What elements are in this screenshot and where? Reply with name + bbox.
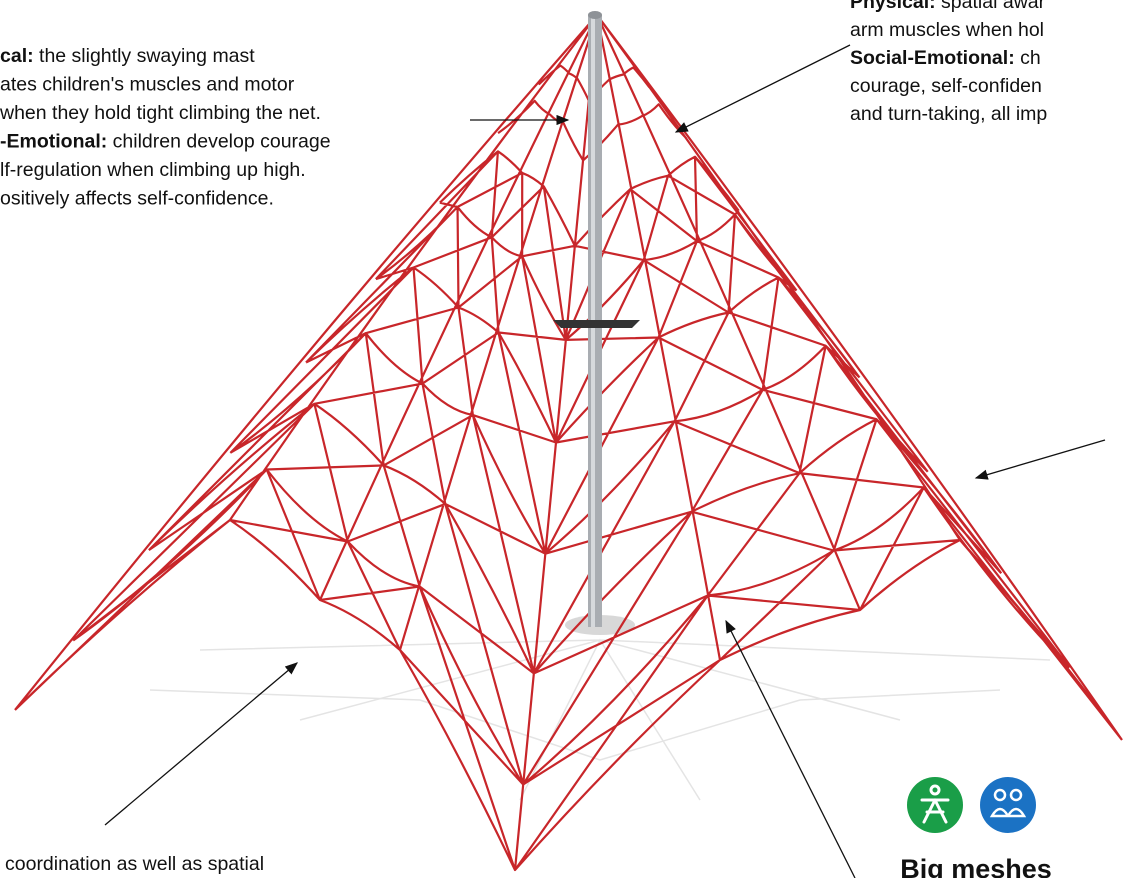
note-text: spatial awar xyxy=(936,0,1046,13)
bold-term: Physical: xyxy=(850,0,936,13)
bold-term: -Emotional: xyxy=(0,131,107,153)
bold-term: cal: xyxy=(0,45,34,67)
note-line: courage, self-confiden xyxy=(850,75,1042,97)
feature-label: Big meshes xyxy=(900,854,1052,878)
note-text: the slightly swaying mast xyxy=(34,45,256,67)
right-note: Physical: spatial awar arm muscles when h… xyxy=(850,0,1047,125)
note-text: when they hold tight climbing the net. xyxy=(0,102,321,124)
note-line: lf-regulation when climbing up high. xyxy=(0,159,306,181)
note-line: ates children's muscles and motor xyxy=(0,74,295,96)
note-text: lf-regulation when climbing up high. xyxy=(0,159,306,181)
note-text: ch xyxy=(1015,47,1041,69)
page: cal: the slightly swaying mast ates child… xyxy=(0,0,1124,878)
note-line: cal: the slightly swaying mast xyxy=(0,45,255,67)
note-text: ates children's muscles and motor xyxy=(0,74,295,96)
bottom-note: coordination as well as spatial xyxy=(5,853,264,875)
bold-term: Social-Emotional: xyxy=(850,47,1015,69)
note-text: and turn-taking, all imp xyxy=(850,103,1047,125)
note-line: arm muscles when hol xyxy=(850,19,1044,41)
icons xyxy=(907,777,1036,833)
note-text: children develop courage xyxy=(107,131,330,153)
note-line: ositively affects self-confidence. xyxy=(0,188,274,210)
note-line: and turn-taking, all imp xyxy=(850,103,1047,125)
note-line: -Emotional: children develop courage xyxy=(0,131,331,153)
note-line: when they hold tight climbing the net. xyxy=(0,102,321,124)
note-text: arm muscles when hol xyxy=(850,19,1044,41)
note-text: ositively affects self-confidence. xyxy=(0,188,274,210)
note-line: Physical: spatial awar xyxy=(850,0,1046,13)
note-text: courage, self-confiden xyxy=(850,75,1042,97)
left-note: cal: the slightly swaying mast ates child… xyxy=(0,45,331,210)
note-line: Social-Emotional: ch xyxy=(850,47,1041,69)
